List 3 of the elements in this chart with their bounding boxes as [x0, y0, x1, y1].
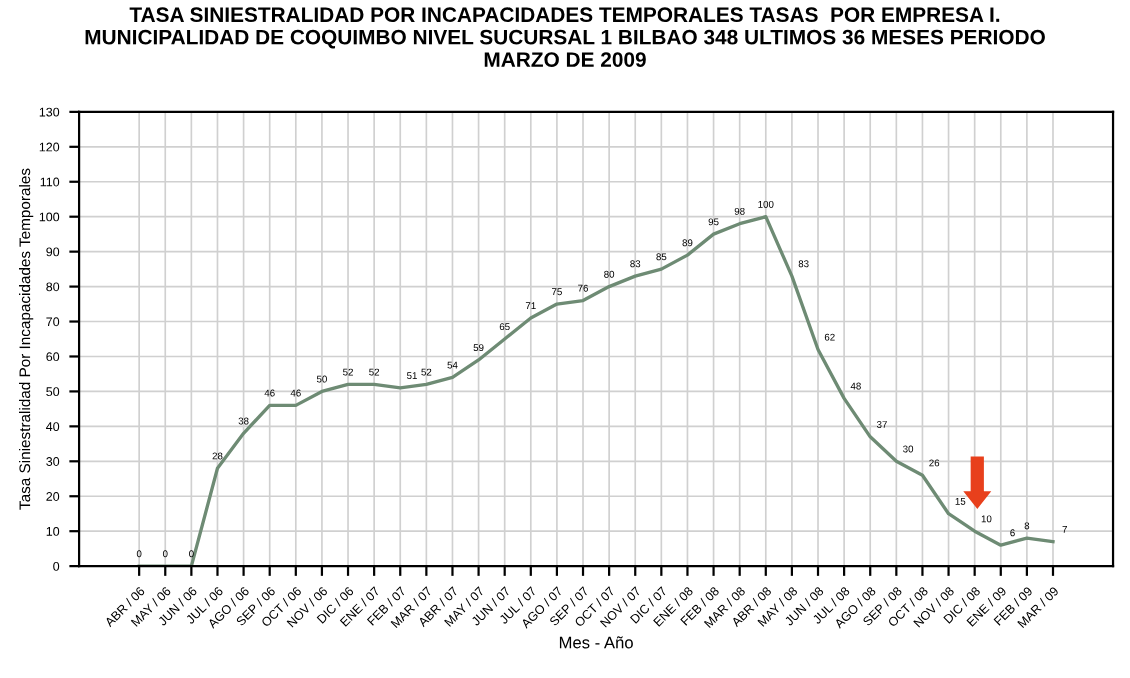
line-series [137, 215, 1055, 567]
chart-title: TASA SINIESTRALIDAD POR INCAPACIDADES TEMPORALES TASAS POR EMPRESA I. MUNICIPALIDAD DE COQUIMBO NIVEL SUCURSAL 1 BILBAO 348 ULTIMOS 36 MESES PERIODO MARZO DE 2009 [85, 7, 1045, 67]
x-axis-title: Mes - Año [559, 636, 633, 649]
